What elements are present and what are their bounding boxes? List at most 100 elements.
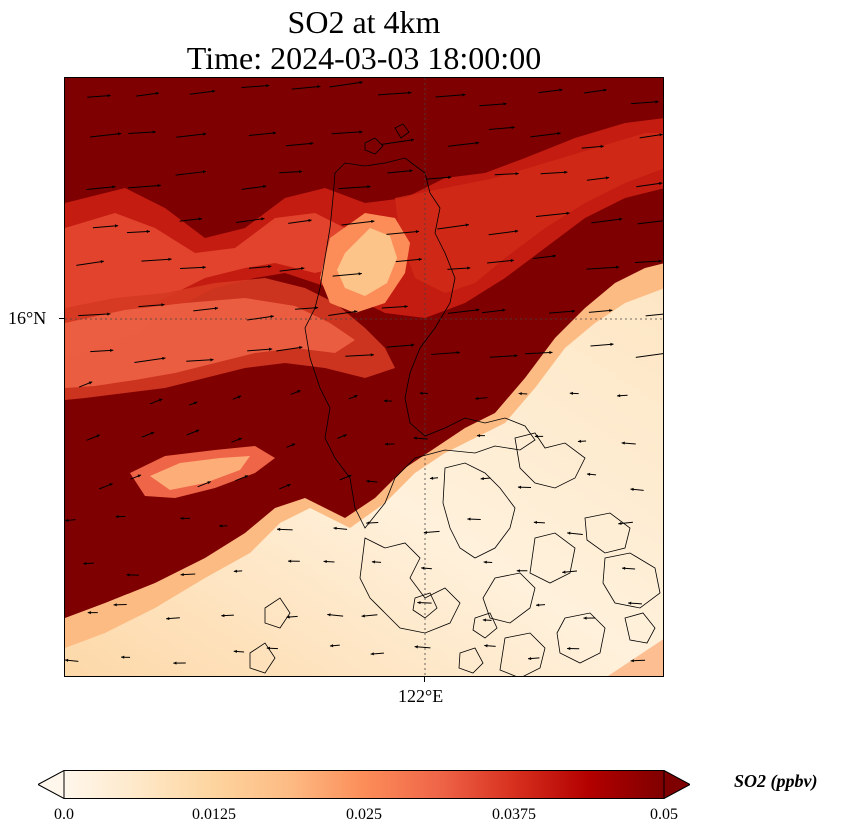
wind-vector-head — [155, 91, 160, 95]
lat-tick-mark — [59, 318, 64, 319]
wind-vector-head — [277, 527, 281, 531]
wind-vector — [331, 131, 363, 135]
wind-vector — [248, 132, 277, 136]
wind-vector-head — [621, 441, 625, 445]
wind-vector-head — [161, 303, 165, 307]
wind-vector-head — [211, 89, 216, 93]
wind-vector — [345, 354, 374, 357]
wind-vector — [90, 349, 114, 353]
wind-vector-head — [317, 85, 321, 89]
wind-vector — [381, 305, 408, 309]
wind-vector-head — [615, 265, 620, 269]
wind-vector — [637, 220, 663, 225]
wind-vector-head — [534, 434, 539, 438]
wind-vector-head — [261, 217, 265, 221]
wind-vector — [488, 126, 515, 130]
wind-vector — [279, 267, 305, 272]
wind-vector — [241, 84, 270, 89]
wind-vector-head — [65, 658, 69, 662]
wind-vector-head — [630, 487, 634, 491]
colorbar-tick-label: 0.05 — [650, 806, 678, 823]
wind-vector-head — [518, 392, 522, 396]
wind-vector-head — [157, 184, 161, 188]
wind-vector — [590, 343, 614, 347]
wind-vector — [341, 220, 375, 226]
wind-vector-head — [421, 566, 425, 570]
wind-vector — [395, 258, 422, 263]
wind-vector-head — [577, 439, 582, 443]
wind-vector — [488, 230, 519, 236]
wind-vector-head — [483, 560, 487, 564]
wind-vector-head — [113, 603, 117, 607]
low-concentration-corner — [608, 639, 663, 676]
wind-vector-head — [359, 80, 363, 85]
wind-vector — [448, 142, 480, 147]
wind-vector — [431, 351, 460, 355]
wind-vector-head — [659, 181, 663, 186]
wind-vector-head — [195, 429, 200, 433]
wind-vector-head — [370, 652, 374, 656]
wind-vector-head — [166, 616, 170, 621]
wind-vector-head — [214, 306, 219, 310]
wind-vector-head — [88, 381, 93, 385]
wind-vector — [588, 309, 613, 313]
wind-vector — [328, 310, 358, 316]
wind-vector-head — [409, 169, 413, 173]
wind-vector-head — [511, 125, 515, 130]
wind-vector-head — [456, 351, 460, 355]
wind-vector — [377, 92, 412, 96]
wind-vector-head — [429, 476, 434, 480]
gridlines — [65, 78, 663, 676]
wind-vector — [179, 218, 203, 222]
wind-vector-head — [323, 559, 327, 564]
wind-vector — [489, 355, 518, 358]
wind-vector — [447, 267, 471, 270]
wind-vector — [387, 170, 413, 174]
wind-vector — [591, 218, 623, 224]
wind-vector — [535, 212, 570, 218]
longitude-label: 122°E — [398, 686, 444, 706]
wind-vector-head — [343, 434, 347, 438]
wind-vector-head — [162, 356, 166, 361]
wind-vector-head — [557, 131, 561, 136]
wind-vector-head — [533, 520, 538, 525]
wind-vector-head — [107, 312, 111, 316]
wind-vector-head — [237, 395, 242, 399]
wind-vector-head — [371, 219, 375, 224]
wind-vector — [329, 81, 363, 88]
wind-vector — [189, 90, 216, 95]
wind-vector-head — [180, 516, 184, 520]
wind-vector-head — [146, 229, 150, 234]
wind-vector-head — [514, 354, 518, 358]
colorbar-label: SO2 (ppbv) — [734, 771, 818, 791]
wind-vector — [494, 173, 519, 176]
wind-vector-head — [622, 566, 626, 570]
wind-vector-head — [516, 569, 520, 573]
colorbar-tick-label: 0.0125 — [192, 806, 236, 823]
wind-vector-head — [137, 474, 142, 478]
wind-vector-head — [586, 472, 591, 476]
wind-vector — [87, 94, 111, 98]
low-concentration-region — [65, 288, 663, 676]
coastlines — [249, 123, 661, 676]
wind-vector-head — [514, 229, 519, 233]
wind-vector-head — [408, 91, 412, 95]
wind-vector — [128, 131, 156, 134]
wind-vector-head — [655, 100, 659, 104]
wind-vector — [635, 353, 663, 358]
colorbar-gradient — [63, 770, 665, 799]
wind-vector — [247, 315, 274, 321]
wind-vector-head — [158, 398, 163, 402]
wind-vector — [586, 177, 610, 181]
wind-vector — [295, 307, 319, 310]
wind-vector-head — [83, 561, 87, 566]
wind-vector — [548, 310, 576, 314]
wind-vector — [530, 132, 561, 138]
wind-vector-head — [567, 531, 571, 535]
wind-vector-head — [107, 94, 111, 98]
wind-vector-head — [384, 442, 389, 446]
colorbar-graphic — [38, 770, 690, 799]
wind-vector-head — [366, 479, 370, 483]
wind-vector — [630, 101, 659, 105]
wind-vector-head — [411, 343, 415, 347]
